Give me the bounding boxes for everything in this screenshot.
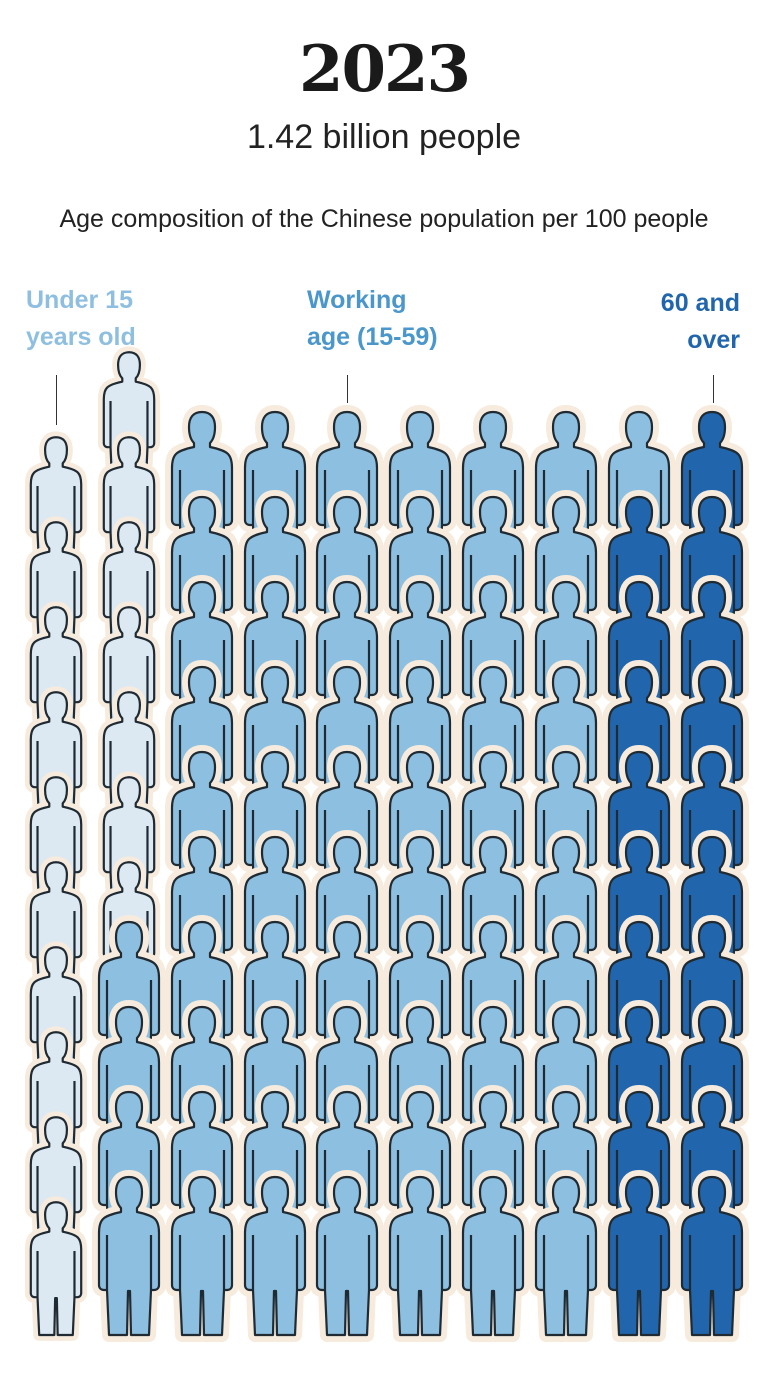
tick-working-age (347, 375, 348, 403)
person-icon-working-age (456, 1170, 530, 1342)
tick-under-15 (56, 375, 57, 425)
person-icon-working-age (165, 1170, 239, 1342)
label-working-age: Working age (15-59) (307, 282, 438, 356)
label-under-15: Under 15 years old (26, 282, 136, 356)
tick-sixty-and-over (713, 375, 714, 403)
population-subtitle: 1.42 billion people (246, 118, 522, 156)
person-icon-working-age (383, 1170, 457, 1342)
person-icon-working-age (529, 1170, 603, 1342)
label-sixty-and-over: 60 and over (661, 285, 740, 359)
label-working-age-line-2: age (15-59) (307, 323, 438, 351)
label-working-age-line-1: Working (307, 286, 407, 314)
person-icon-under-15 (24, 1196, 88, 1341)
person-icon-working-age (92, 1170, 166, 1342)
person-icon-working-age (310, 1170, 384, 1342)
person-icon-working-age (238, 1170, 312, 1342)
person-icon-sixty-and-over (602, 1170, 676, 1342)
label-sixty-and-over-line-2: over (687, 326, 740, 354)
chart-description: Age composition of the Chinese populatio… (59, 205, 709, 233)
label-under-15-line-2: years old (26, 323, 136, 351)
year-title: 2023 (298, 32, 471, 107)
label-under-15-line-1: Under 15 (26, 286, 133, 314)
person-icon-sixty-and-over (675, 1170, 749, 1342)
label-sixty-and-over-line-1: 60 and (660, 289, 740, 317)
